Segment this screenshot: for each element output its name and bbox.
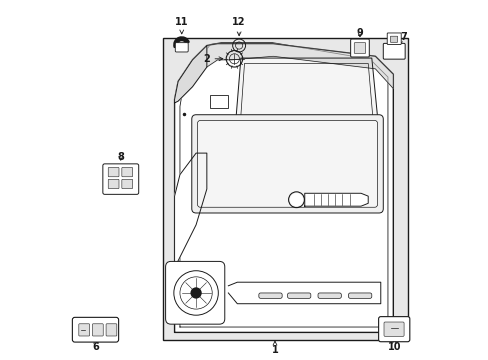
Text: 12: 12: [232, 17, 245, 36]
FancyBboxPatch shape: [389, 36, 397, 42]
FancyBboxPatch shape: [383, 43, 405, 59]
Circle shape: [289, 193, 303, 206]
Text: 2: 2: [203, 54, 223, 64]
FancyBboxPatch shape: [386, 33, 400, 44]
FancyBboxPatch shape: [102, 164, 139, 194]
Bar: [210, 95, 228, 108]
Text: 11: 11: [175, 17, 188, 34]
Circle shape: [190, 287, 202, 298]
FancyBboxPatch shape: [122, 179, 132, 189]
FancyBboxPatch shape: [287, 293, 310, 298]
Polygon shape: [233, 58, 378, 146]
Text: 7: 7: [397, 32, 407, 44]
Bar: [163, 39, 407, 339]
FancyBboxPatch shape: [353, 42, 365, 53]
Text: 4: 4: [183, 280, 195, 290]
FancyBboxPatch shape: [348, 293, 371, 298]
FancyBboxPatch shape: [72, 318, 119, 342]
FancyBboxPatch shape: [197, 121, 377, 207]
FancyBboxPatch shape: [317, 293, 341, 298]
Polygon shape: [174, 45, 206, 268]
Polygon shape: [228, 282, 380, 304]
Text: 10: 10: [387, 339, 400, 352]
FancyBboxPatch shape: [92, 324, 103, 336]
FancyBboxPatch shape: [191, 115, 383, 213]
FancyBboxPatch shape: [106, 324, 117, 336]
Text: 8: 8: [117, 152, 124, 162]
FancyBboxPatch shape: [165, 261, 224, 324]
Polygon shape: [174, 153, 206, 268]
FancyBboxPatch shape: [79, 324, 89, 336]
FancyBboxPatch shape: [122, 167, 132, 177]
Wedge shape: [174, 37, 189, 48]
Text: 9: 9: [356, 28, 363, 38]
Polygon shape: [174, 44, 392, 332]
FancyBboxPatch shape: [108, 167, 119, 177]
FancyBboxPatch shape: [350, 39, 368, 57]
Text: 1: 1: [271, 341, 278, 355]
FancyBboxPatch shape: [258, 293, 282, 298]
FancyBboxPatch shape: [108, 179, 119, 189]
Polygon shape: [304, 193, 367, 206]
FancyBboxPatch shape: [383, 322, 403, 336]
Text: 5: 5: [285, 292, 292, 305]
FancyBboxPatch shape: [378, 317, 409, 342]
Text: 3: 3: [196, 200, 214, 210]
Polygon shape: [206, 44, 392, 89]
Text: 6: 6: [92, 339, 99, 352]
FancyBboxPatch shape: [175, 42, 188, 52]
